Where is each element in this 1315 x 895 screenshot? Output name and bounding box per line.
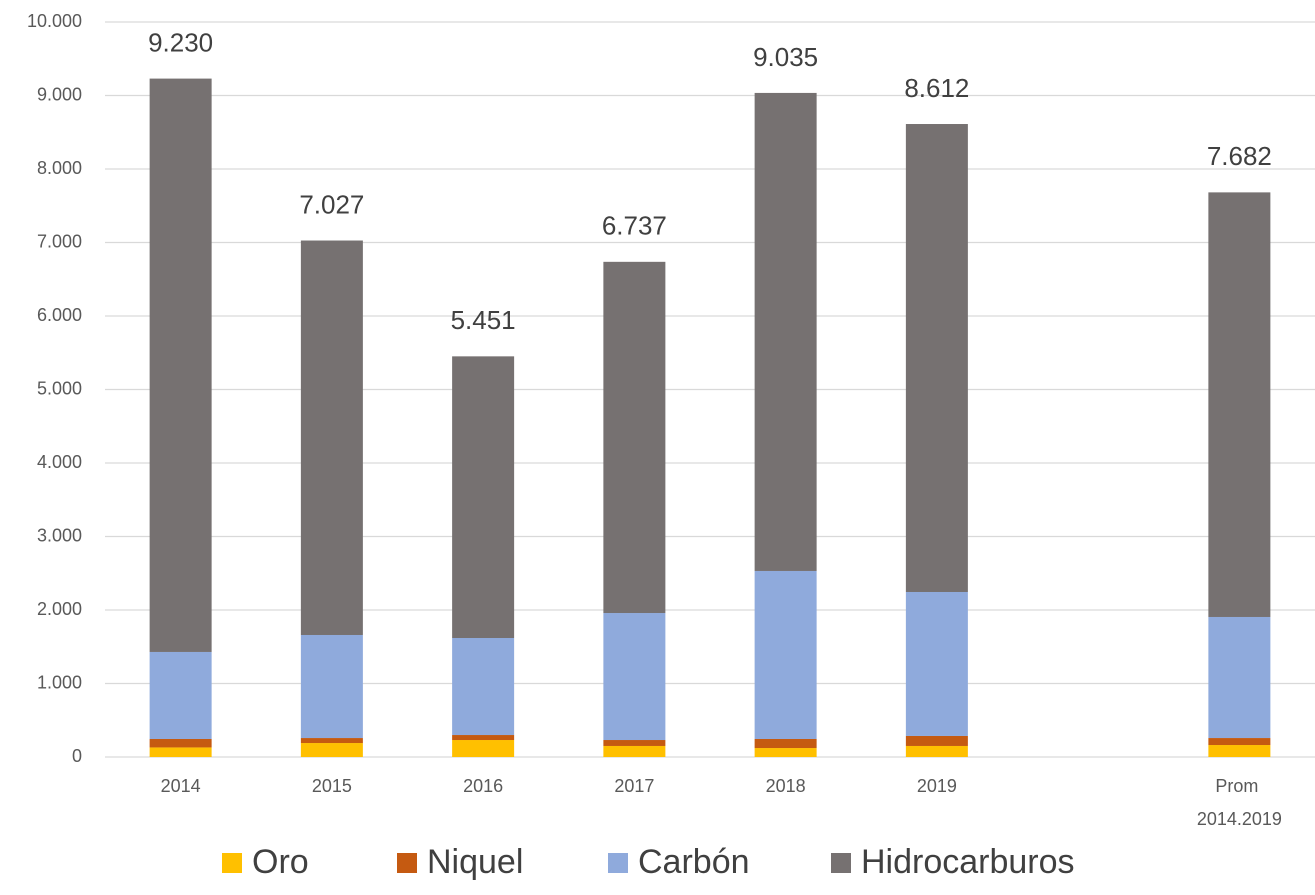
bar-segment [905, 591, 968, 736]
bar-segment [1208, 192, 1271, 617]
legend-swatch [222, 853, 242, 873]
bar-segment [1208, 745, 1271, 757]
bar-segment [603, 745, 666, 757]
total-label: 9.230 [148, 27, 213, 57]
legend-swatch [397, 853, 417, 873]
bar-segment [603, 740, 666, 746]
y-tick-label: 7.000 [37, 231, 82, 251]
x-tick-label: 2018 [766, 776, 806, 796]
bar-segment [754, 748, 817, 757]
bar-segment [905, 124, 968, 592]
x-tick-label: Prom 2014.2019 [1197, 776, 1282, 829]
y-tick-label: 8.000 [37, 158, 82, 178]
x-tick-label: 2019 [917, 776, 957, 796]
y-tick-label: 2.000 [37, 599, 82, 619]
bar-segment [300, 240, 363, 635]
bar-segment [754, 570, 817, 739]
y-tick-label: 4.000 [37, 452, 82, 472]
total-label: 9.035 [753, 42, 818, 72]
total-label: 8.612 [904, 73, 969, 103]
bar-segment [905, 735, 968, 746]
bar-segment [149, 747, 212, 757]
total-label: 6.737 [602, 211, 667, 241]
x-tick-label: 2015 [312, 776, 352, 796]
bar-segment [149, 78, 212, 652]
bar-segment [300, 743, 363, 757]
bar-segment [603, 613, 666, 741]
bar-segment [452, 638, 515, 736]
legend-label: Niquel [427, 843, 523, 881]
bar-segment [905, 745, 968, 757]
legend-label: Carbón [638, 843, 750, 881]
bar-segment [452, 735, 515, 741]
bar-segment [452, 740, 515, 757]
y-tick-label: 0 [72, 746, 82, 766]
total-label: 5.451 [451, 305, 516, 335]
bar-segment [300, 738, 363, 744]
total-label: 7.682 [1207, 141, 1272, 171]
bar-segment [603, 261, 666, 614]
x-tick-label: 2017 [614, 776, 654, 796]
bar-segment [754, 738, 817, 749]
y-tick-label: 3.000 [37, 525, 82, 545]
legend-label: Oro [252, 843, 309, 881]
legend-label: Hidrocarburos [861, 843, 1075, 881]
y-tick-label: 10.000 [27, 11, 82, 31]
bar-segment [1208, 738, 1271, 746]
total-label: 7.027 [299, 189, 364, 219]
y-tick-label: 6.000 [37, 305, 82, 325]
legend-swatch [608, 853, 628, 873]
bar-segment [1208, 616, 1271, 739]
x-tick-label: 2014 [161, 776, 201, 796]
bar-segment [149, 651, 212, 739]
bar-segment [452, 356, 515, 639]
y-tick-label: 1.000 [37, 672, 82, 692]
bar-segment [300, 634, 363, 739]
legend-swatch [831, 853, 851, 873]
y-tick-label: 9.000 [37, 84, 82, 104]
x-tick-label: 2016 [463, 776, 503, 796]
y-tick-label: 5.000 [37, 378, 82, 398]
bar-segment [754, 92, 817, 571]
bar-segment [149, 738, 212, 748]
